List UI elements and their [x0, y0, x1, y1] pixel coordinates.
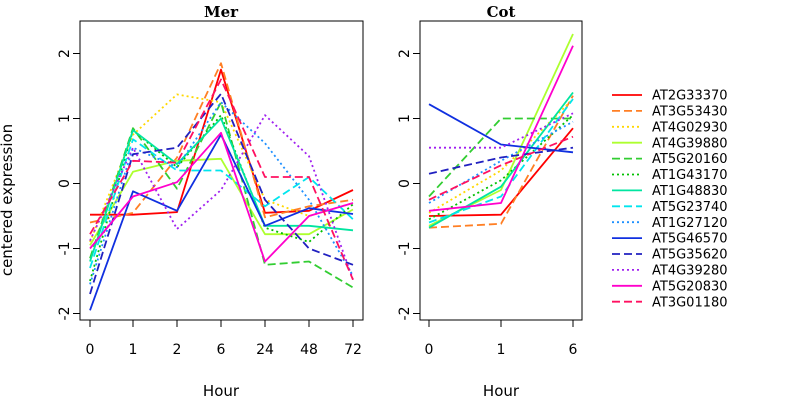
mer-series-line-at5g35620 [89, 92, 354, 295]
cot-series-line-at5g23740 [428, 98, 574, 224]
mer-series-line-at5g20160 [89, 101, 354, 289]
legend-label-at1g27120: AT1G27120 [652, 216, 728, 231]
mer-x-tick-label: 72 [344, 342, 362, 358]
cot-x-tick-label: 1 [497, 342, 506, 358]
cot-series-line-at1g48830 [428, 91, 574, 229]
mer-y-tick-label: -1 [57, 242, 73, 256]
cot-y-tick-label: -2 [397, 307, 413, 321]
legend-label-at5g46570: AT5G46570 [652, 232, 728, 247]
cot-panel: Cot Hour -2 -1 0 1 2 0 1 6 [397, 3, 583, 400]
mer-x-tick-label: 24 [256, 342, 274, 358]
legend-label-at4g39280: AT4G39280 [652, 263, 728, 278]
mer-series-line-at1g27120 [89, 101, 354, 285]
legend-label-at5g20830: AT5G20830 [652, 279, 728, 294]
cot-series-line-at3g53430 [428, 95, 574, 229]
legend-label-at3g53430: AT3G53430 [652, 104, 728, 119]
mer-x-tick-label: 0 [86, 342, 95, 358]
cot-series-line-at3g01180 [428, 135, 574, 201]
legend-label-at5g20160: AT5G20160 [652, 152, 728, 167]
mer-x-tick-label: 2 [173, 342, 182, 358]
legend-label-at1g48830: AT1G48830 [652, 184, 728, 199]
cot-x-tick-label: 6 [569, 342, 578, 358]
mer-series-line-at3g53430 [89, 62, 354, 224]
mer-x-tick-label: 6 [217, 342, 226, 358]
mer-series-line-at3g01180 [89, 78, 354, 281]
legend-label-at1g43170: AT1G43170 [652, 168, 728, 183]
mer-y-tick-label: 2 [57, 49, 73, 58]
mer-series-line-at4g39880 [89, 157, 354, 246]
cot-y-tick-label: 1 [397, 114, 413, 123]
cot-y-tick-label: -1 [397, 242, 413, 256]
mer-series-line-at2g33370 [90, 68, 354, 216]
legend-label-at2g33370: AT2G33370 [652, 89, 728, 104]
mer-series-line-at4g02930 [89, 93, 354, 243]
cot-series-line-at4g39280 [429, 112, 574, 149]
y-axis-title: centered expression [0, 124, 16, 276]
mer-series-line-at4g39280 [89, 114, 354, 281]
cot-x-axis-title: Hour [483, 382, 520, 400]
legend-label-at3g01180: AT3G01180 [652, 295, 728, 310]
legend-label-at4g39880: AT4G39880 [652, 136, 728, 151]
legend-label-at5g35620: AT5G35620 [652, 248, 728, 263]
legend: AT2G33370AT3G53430AT4G02930AT4G39880AT5G… [612, 89, 728, 310]
mer-x-axis-title: Hour [203, 382, 240, 400]
cot-y-tick-label: 0 [397, 179, 413, 188]
mer-x-tick-label: 1 [129, 342, 138, 358]
mer-x-tick-label: 48 [300, 342, 318, 358]
cot-y-tick-label: 2 [397, 49, 413, 58]
mer-y-tick-label: -2 [57, 307, 73, 321]
legend-label-at5g23740: AT5G23740 [652, 200, 728, 215]
cot-series-line-at5g35620 [428, 146, 574, 175]
mer-series-line-at1g48830 [89, 117, 354, 262]
cot-panel-title: Cot [487, 3, 516, 21]
legend-label-at4g02930: AT4G02930 [652, 120, 728, 135]
mer-series-line-at5g20830 [89, 131, 354, 263]
mer-panel: Mer Hour -2 -1 0 1 2 0 1 2 6 24 48 72 [57, 3, 364, 400]
cot-series-line-at5g46570 [428, 103, 574, 154]
cot-x-tick-label: 0 [425, 342, 434, 358]
mer-panel-title: Mer [204, 3, 239, 21]
mer-y-tick-label: 1 [57, 114, 73, 123]
cot-series-line-at5g20830 [428, 45, 574, 212]
cot-series-line-at2g33370 [428, 127, 574, 217]
mer-y-tick-label: 0 [57, 179, 73, 188]
cot-series-line-at1g43170 [428, 114, 574, 221]
